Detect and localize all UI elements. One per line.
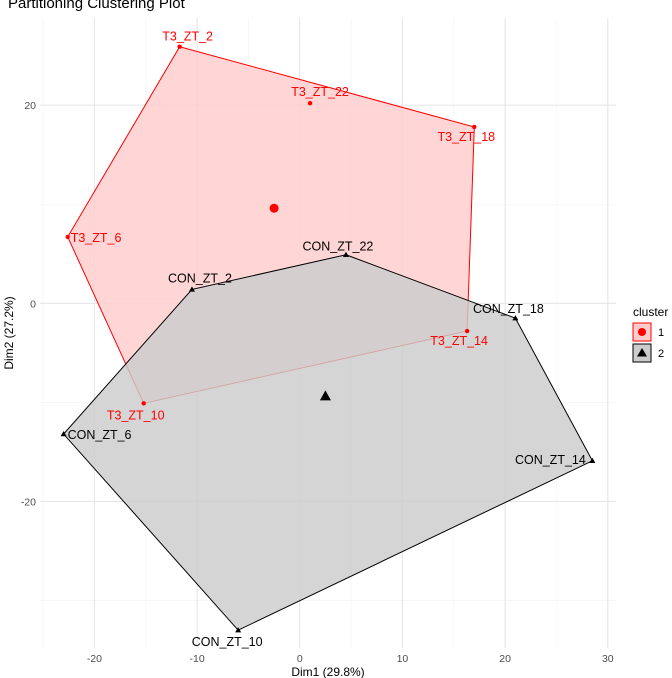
centroid-cluster-2	[319, 390, 331, 401]
legend-title: cluster	[633, 305, 668, 319]
point-CON_ZT_10	[235, 627, 242, 633]
label-T3_ZT_6: T3_ZT_6	[71, 231, 122, 245]
label-T3_ZT_2: T3_ZT_2	[162, 30, 213, 44]
legend-symbol-2	[637, 348, 647, 357]
x-tick-label: 0	[297, 653, 303, 665]
label-T3_ZT_22: T3_ZT_22	[291, 85, 349, 99]
point-CON_ZT_6	[60, 431, 67, 437]
legend-label-2: 2	[658, 348, 664, 360]
x-tick-label: -10	[189, 653, 204, 665]
cluster-centroids	[269, 203, 331, 401]
data-points	[60, 44, 596, 633]
label-CON_ZT_18: CON_ZT_18	[473, 302, 544, 316]
axis-ticks: -20 -10 0 10 20 30 -20 0 20	[21, 100, 614, 665]
legend-symbol-1	[638, 328, 646, 336]
point-T3_ZT_6	[65, 234, 70, 240]
point-CON_ZT_18	[512, 315, 519, 321]
label-CON_ZT_14: CON_ZT_14	[515, 453, 586, 467]
y-tick-label: 0	[30, 298, 36, 310]
label-CON_ZT_10: CON_ZT_10	[192, 635, 263, 649]
label-T3_ZT_18: T3_ZT_18	[437, 130, 495, 144]
point-labels: T3_ZT_2 T3_ZT_22 T3_ZT_18 T3_ZT_6 T3_ZT_14 T3…	[68, 30, 586, 649]
point-T3_ZT_18	[472, 124, 477, 130]
label-CON_ZT_2: CON_ZT_2	[168, 271, 232, 285]
point-CON_ZT_14	[589, 457, 596, 463]
y-tick-label: -20	[21, 496, 36, 508]
cluster-hulls	[62, 46, 594, 631]
point-T3_ZT_22	[307, 100, 313, 106]
point-T3_ZT_2	[177, 44, 182, 49]
label-CON_ZT_22: CON_ZT_22	[303, 240, 374, 254]
point-T3_ZT_10	[141, 401, 146, 406]
point-CON_ZT_22	[342, 251, 349, 257]
x-tick-label: 30	[602, 653, 614, 665]
x-tick-label: 20	[499, 653, 511, 665]
x-axis-label: Dim1 (29.8%)	[291, 665, 364, 678]
point-T3_ZT_14	[464, 328, 470, 334]
y-tick-label: 20	[24, 100, 36, 112]
label-T3_ZT_10: T3_ZT_10	[107, 408, 165, 422]
legend: cluster 1 2	[632, 305, 668, 363]
y-axis-label: Dim2 (27.2%)	[2, 296, 16, 369]
x-tick-label: -20	[87, 653, 102, 665]
centroid-cluster-1	[269, 203, 279, 213]
legend-label-1: 1	[658, 327, 664, 339]
x-tick-label: 10	[397, 653, 409, 665]
point-CON_ZT_2	[188, 286, 195, 292]
label-CON_ZT_6: CON_ZT_6	[68, 428, 132, 442]
label-T3_ZT_14: T3_ZT_14	[430, 334, 488, 348]
chart-title: Partitioning Clustering Plot	[8, 0, 185, 12]
